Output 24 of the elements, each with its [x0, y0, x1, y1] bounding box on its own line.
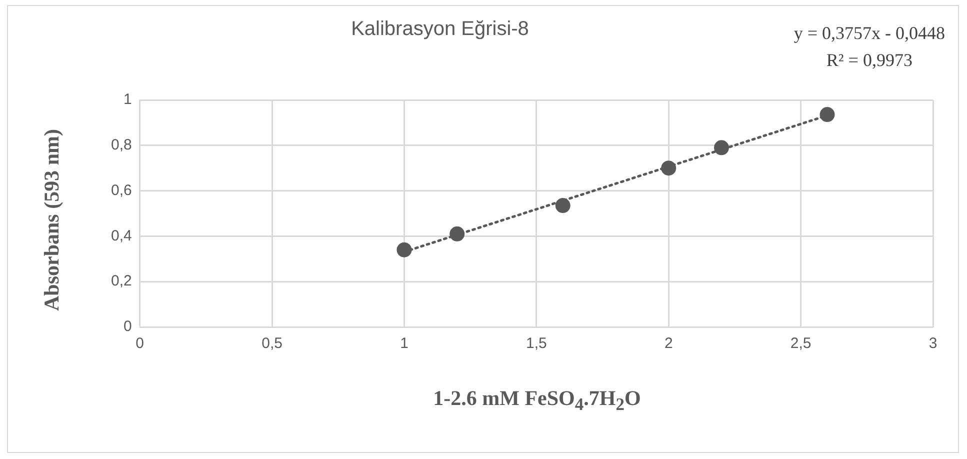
- x-tick-label: 3: [928, 335, 938, 352]
- y-tick-label: 0,2: [110, 272, 132, 290]
- x-tick-label: 0,5: [262, 335, 282, 352]
- x-tick-label: 1: [400, 335, 408, 352]
- x-tick-label: 2: [664, 335, 673, 352]
- text: y = 0,3757x - 0,0448: [794, 22, 945, 45]
- y-tick-label: 0,4: [110, 227, 132, 244]
- point: [450, 226, 465, 242]
- x-axis-title: 1-2.6 mM FeSO$_{4}$.7H$_{2}$O: [432, 386, 642, 416]
- y-tick-label: 0: [124, 318, 132, 336]
- y-axis-title: Absorbans (593 nm): [40, 128, 64, 312]
- x-tick-label: 1,5: [526, 335, 547, 352]
- point: [820, 107, 835, 122]
- x-tick-label: 2,5: [790, 335, 812, 352]
- text: R² = 0,9973: [825, 49, 914, 72]
- y-tick-label: 0,8: [110, 136, 132, 154]
- y-tick-label: 0,6: [110, 182, 132, 199]
- point: [396, 242, 412, 258]
- point: [714, 140, 729, 156]
- chart-title: Kalibrasyon Eğrisi-8: [350, 18, 530, 41]
- y-tick-label: 1: [124, 91, 132, 108]
- point: [661, 160, 676, 176]
- x-tick-label: 0: [136, 335, 144, 352]
- point: [555, 198, 570, 214]
